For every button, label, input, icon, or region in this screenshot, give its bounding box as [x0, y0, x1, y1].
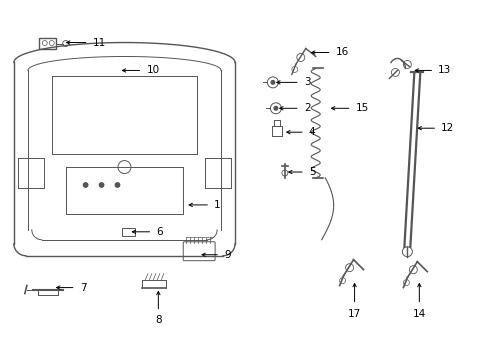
Bar	[122, 228, 135, 236]
Text: 8: 8	[155, 315, 162, 325]
Circle shape	[271, 81, 275, 84]
Text: 15: 15	[356, 103, 369, 113]
Text: 12: 12	[441, 123, 455, 133]
Text: 2: 2	[304, 103, 310, 113]
Text: 9: 9	[224, 250, 231, 260]
Text: 4: 4	[309, 127, 316, 137]
Text: 17: 17	[348, 309, 361, 319]
Text: 1: 1	[214, 200, 220, 210]
Text: 11: 11	[93, 37, 106, 48]
Text: 10: 10	[147, 66, 160, 76]
Circle shape	[83, 183, 88, 187]
Text: 3: 3	[304, 77, 310, 87]
Circle shape	[99, 183, 104, 187]
Circle shape	[274, 107, 278, 110]
Text: 16: 16	[336, 48, 349, 58]
Circle shape	[115, 183, 120, 187]
Text: 13: 13	[438, 66, 451, 76]
Text: 7: 7	[80, 283, 86, 293]
Text: 6: 6	[156, 227, 163, 237]
Text: 5: 5	[309, 167, 316, 177]
Bar	[39, 37, 56, 49]
Text: 14: 14	[413, 309, 426, 319]
